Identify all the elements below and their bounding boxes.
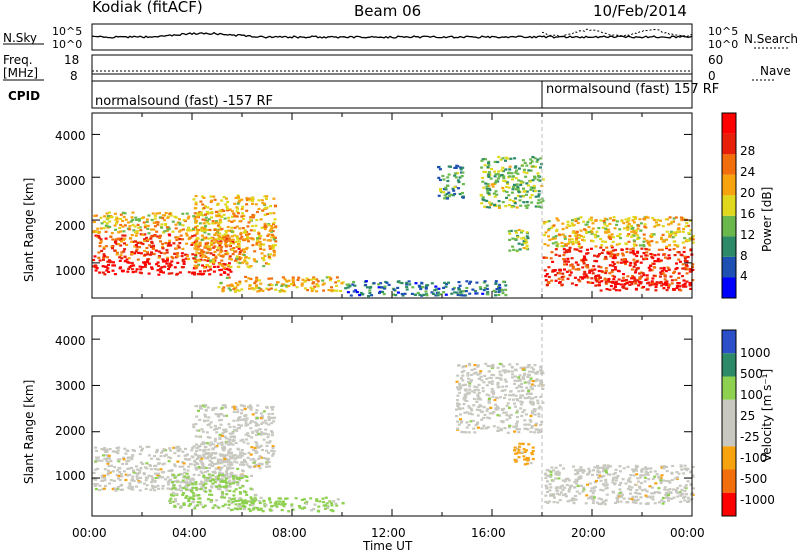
power-ytick-1000: 1000 [55,264,86,278]
power-cbar-tick-4: 4 [740,269,748,283]
power-scatter-region-7 [437,164,465,200]
header-date: 10/Feb/2014 [593,2,687,20]
velocity-colorbar-swatch-2 [722,353,736,377]
power-colorbar-swatch-1 [722,277,736,298]
power-scatter-region-6 [344,280,508,298]
power-ytick-4000: 4000 [55,129,86,143]
noise-left-tick-bottom: 10^0 [52,38,83,51]
velocity-colorbar-swatch-7 [722,469,736,493]
power-cbar-tick-20: 20 [740,186,756,200]
cpid-segment-2: normalsound (fast) 157 RF [546,82,720,97]
power-colorbar-swatch-2 [722,256,736,278]
xlabel: Time UT [363,539,413,553]
velocity-scatter-region-5 [455,362,545,434]
xtick-0000: 00:00 [72,526,107,540]
freq-right-tick-top: 60 [708,53,724,67]
power-cbar-tick-8: 8 [740,249,748,263]
power-colorbar-swatch-9 [722,113,736,134]
freq-right-label: Nave [760,64,791,78]
velocity-cbar-tick-1000: 1000 [740,346,771,360]
velocity-scatter-region-1 [92,445,245,492]
power-colorbar-swatch-8 [722,133,736,155]
power-ytick-2000: 2000 [55,219,86,233]
velocity-ytick-1000: 1000 [55,469,86,483]
freq-left-label-top: Freq. [3,53,33,67]
power-colorbar-swatch-3 [722,236,736,257]
header-station: Kodiak (fitACF) [92,0,203,16]
freq-left-tick-bottom: 8 [70,69,78,83]
velocity-colorbar-swatch-1 [722,330,736,354]
velocity-scatter-region-7 [544,464,695,506]
power-scatter-region-8 [479,155,545,209]
cpid-label: CPID [8,89,41,103]
noise-left-label: N.Sky [3,31,38,45]
header-beam: Beam 06 [354,2,422,20]
velocity-ytick-4000: 4000 [55,334,86,348]
velocity-cbar-tick-m500: -500 [740,472,768,486]
freq-left-label-bottom: [MHz] [3,66,39,80]
velocity-ytick-2000: 2000 [55,424,86,438]
noise-right-label: N.Search [744,32,799,46]
power-scatter-region-4 [192,194,278,270]
velocity-scatter-region-6 [513,442,535,466]
freq-right-tick-bottom: 0 [708,69,716,83]
power-colorbar-frame [721,112,737,299]
velocity-colorbar-swatch-6 [722,446,736,470]
xtick-0800: 08:00 [272,526,307,540]
xtick-1600: 16:00 [471,526,506,540]
xtick-1200: 12:00 [371,526,406,540]
cpid-panel-frame [91,80,693,109]
noise-right-tick-bottom: 10^0 [708,38,739,51]
power-cbar-tick-28: 28 [740,144,756,158]
velocity-scatter-region-2 [192,404,277,471]
noise-sky-line [91,31,693,39]
power-scatter-region-10 [542,246,695,287]
freq-panel-frame [91,54,693,82]
velocity-cbar-tick-m25: -25 [740,430,760,444]
velocity-cbar-tick-25: 25 [740,409,756,423]
power-colorbar-swatch-4 [722,215,736,237]
power-cbar-tick-12: 12 [740,228,756,242]
noise-search-line [541,28,693,38]
velocity-cbar-tick-100: 100 [740,388,763,402]
velocity-ytick-3000: 3000 [55,379,86,393]
power-scatter-region-9 [507,228,530,253]
velocity-cbar-tick-500: 500 [740,367,763,381]
velocity-colorbar-swatch-3 [722,376,736,400]
noise-left-tick-top: 10^5 [52,25,83,38]
power-scatter-region-11 [542,215,695,248]
velocity-scatter-region-3 [168,473,258,511]
power-colorbar-swatch-7 [722,154,736,175]
xtick-2400: 00:00 [670,526,705,540]
velocity-colorbar-swatch-4 [722,399,736,424]
noise-right-tick-top: 10^5 [708,25,739,38]
velocity-scatter-region-4 [229,496,345,513]
power-scatter-region-3 [92,211,220,235]
velocity-cbar-tick-m1000: -1000 [740,493,775,507]
xtick-0400: 04:00 [172,526,207,540]
velocity-colorbar-swatch-5 [722,423,736,447]
power-scatter-region-12 [594,280,693,292]
cpid-segment-1: normalsound (fast) -157 RF [95,94,273,109]
velocity-colorbar-frame [721,329,737,517]
power-colorbar-swatch-6 [722,174,736,196]
xtick-2000: 20:00 [571,526,606,540]
power-cbar-tick-24: 24 [740,165,756,179]
power-colorbar-swatch-5 [722,195,736,216]
velocity-cbar-tick-m100: -100 [740,451,768,465]
velocity-panel-frame [91,315,693,517]
velocity-colorbar-swatch-8 [722,492,736,517]
power-cbar-tick-16: 16 [740,207,756,221]
power-ytick-3000: 3000 [55,174,86,188]
power-scatter-region-5 [217,275,345,293]
freq-left-tick-top: 18 [64,53,80,67]
